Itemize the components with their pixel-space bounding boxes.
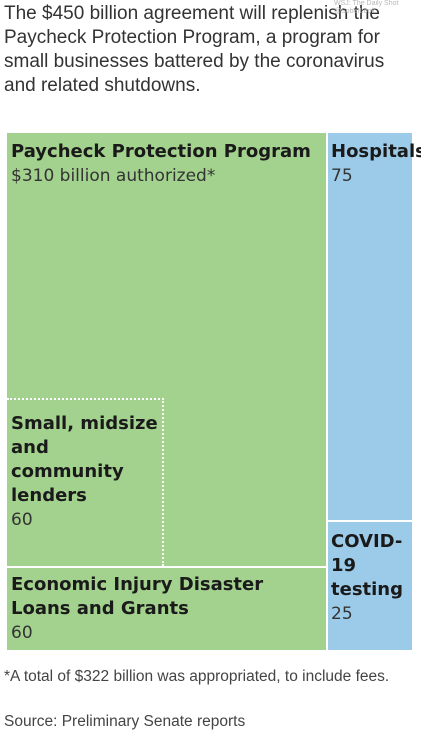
tile-covid-testing-value: 25 [331, 604, 353, 624]
tile-hospitals-value: 75 [331, 166, 353, 186]
tile-lenders-name: Small, midsize and community lenders [11, 413, 158, 506]
tile-covid-testing-name: COVID-19 testing [331, 531, 403, 600]
tile-eidl-value: 60 [11, 623, 33, 643]
watermark-line-1: WSJ: The Daily Shot [334, 0, 399, 7]
tile-lenders: Small, midsize and community lenders 60 [7, 398, 164, 566]
watermark: WSJ: The Daily Shot @SoberLook [334, 0, 398, 16]
tile-eidl: Economic Injury Disaster Loans and Grant… [7, 568, 326, 650]
tile-ppp-name: Paycheck Protection Program [11, 141, 311, 162]
tile-ppp: Paycheck Protection Program $310 billion… [7, 133, 326, 566]
intro-text: The $450 billion agreement will replenis… [4, 3, 385, 96]
source: Source: Preliminary Senate reports [4, 713, 246, 730]
tile-lenders-value: 60 [11, 510, 33, 530]
tile-eidl-name: Economic Injury Disaster Loans and Grant… [11, 574, 264, 619]
tile-ppp-value: $310 billion authorized* [11, 166, 216, 186]
footnote: *A total of $322 billion was appropriate… [4, 668, 390, 685]
tile-hospitals: Hospitals 75 [328, 133, 421, 520]
tile-hospitals-name: Hospitals [331, 141, 421, 162]
watermark-line-2: @SoberLook [334, 8, 375, 15]
tile-covid-testing: COVID-19 testing 25 [328, 522, 412, 650]
